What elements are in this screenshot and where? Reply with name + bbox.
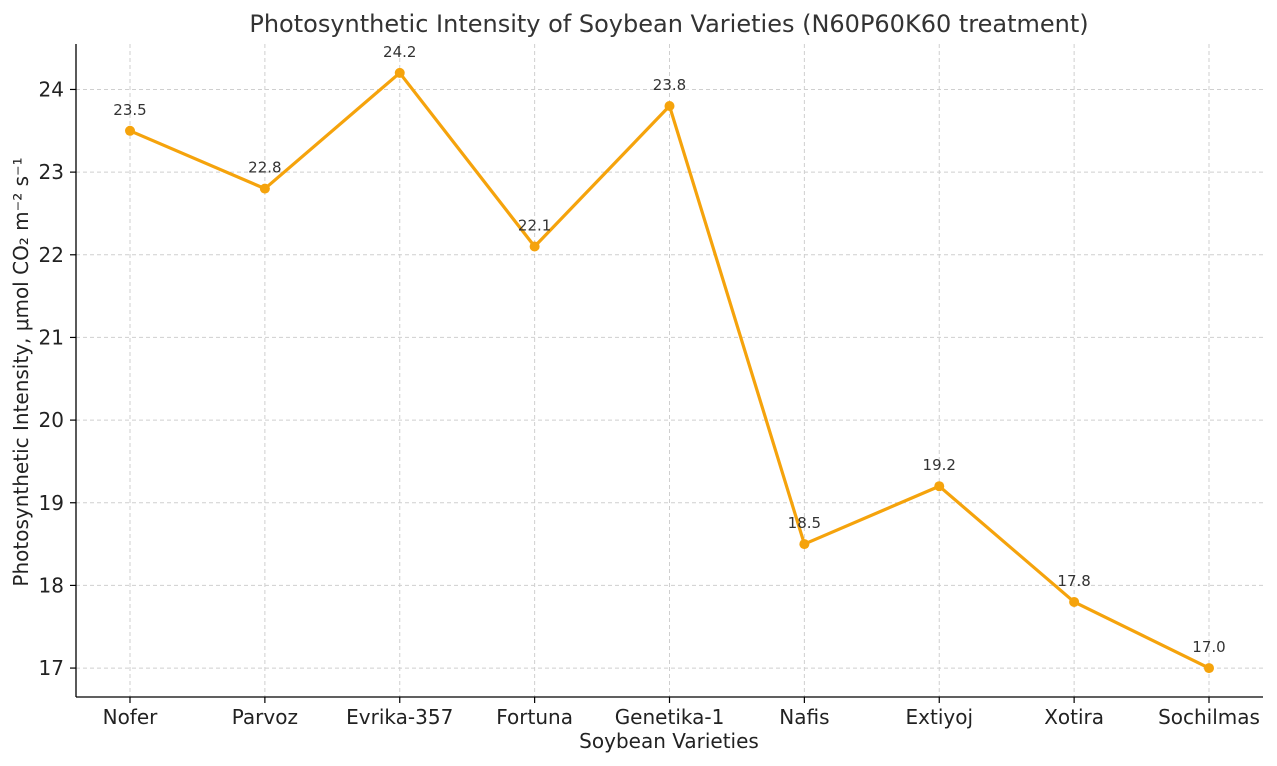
y-tick-label: 23 [39,160,64,184]
data-point [394,67,405,78]
data-label: 23.5 [113,101,146,119]
data-point [259,183,270,194]
x-tick-label: Nafis [779,705,829,729]
data-point [125,125,135,136]
data-label: 22.8 [248,159,281,177]
x-tick-label: Sochilmas [1158,705,1260,729]
data-point [664,100,675,111]
data-label: 18.5 [788,514,821,532]
chart-title: Photosynthetic Intensity of Soybean Vari… [249,10,1088,38]
y-tick-label: 24 [39,77,64,101]
y-tick-label: 17 [39,656,64,680]
data-point [934,481,945,492]
data-label: 24.2 [383,43,416,61]
x-tick-label: Genetika-1 [615,705,725,729]
axes: 17 18 19 20 21 22 23 24 Nofer Parvoz Evrika-357 For… [39,44,1263,729]
data-point [1204,663,1214,674]
y-tick-label: 22 [39,243,64,267]
data-point [1069,596,1080,607]
y-tick-label: 18 [39,573,64,597]
data-labels: 23.5 22.8 24.2 22.1 23.8 18.5 19.2 17.8 17.0 [113,43,1225,656]
data-label: 17.0 [1192,638,1225,656]
data-point [529,241,540,252]
y-tick-label: 20 [39,408,64,432]
y-tick-label: 21 [39,325,64,349]
y-tick-label: 19 [39,491,64,515]
data-label: 23.8 [653,76,686,94]
data-label: 22.1 [518,217,551,235]
x-tick-label: Extiyoj [906,705,974,729]
data-label: 17.8 [1057,572,1090,590]
grid [76,44,1263,697]
data-points [125,67,1214,674]
data-point [799,539,810,550]
x-tick-label: Evrika-357 [346,705,453,729]
x-axis-label: Soybean Varieties [579,729,759,753]
x-tick-label: Parvoz [232,705,298,729]
y-axis-label: Photosynthetic Intensity, μmol CO₂ m⁻² s… [9,157,33,586]
x-tick-label: Nofer [103,705,159,729]
data-label: 19.2 [923,456,956,474]
x-tick-label: Fortuna [496,705,573,729]
x-tick-label: Xotira [1044,705,1104,729]
